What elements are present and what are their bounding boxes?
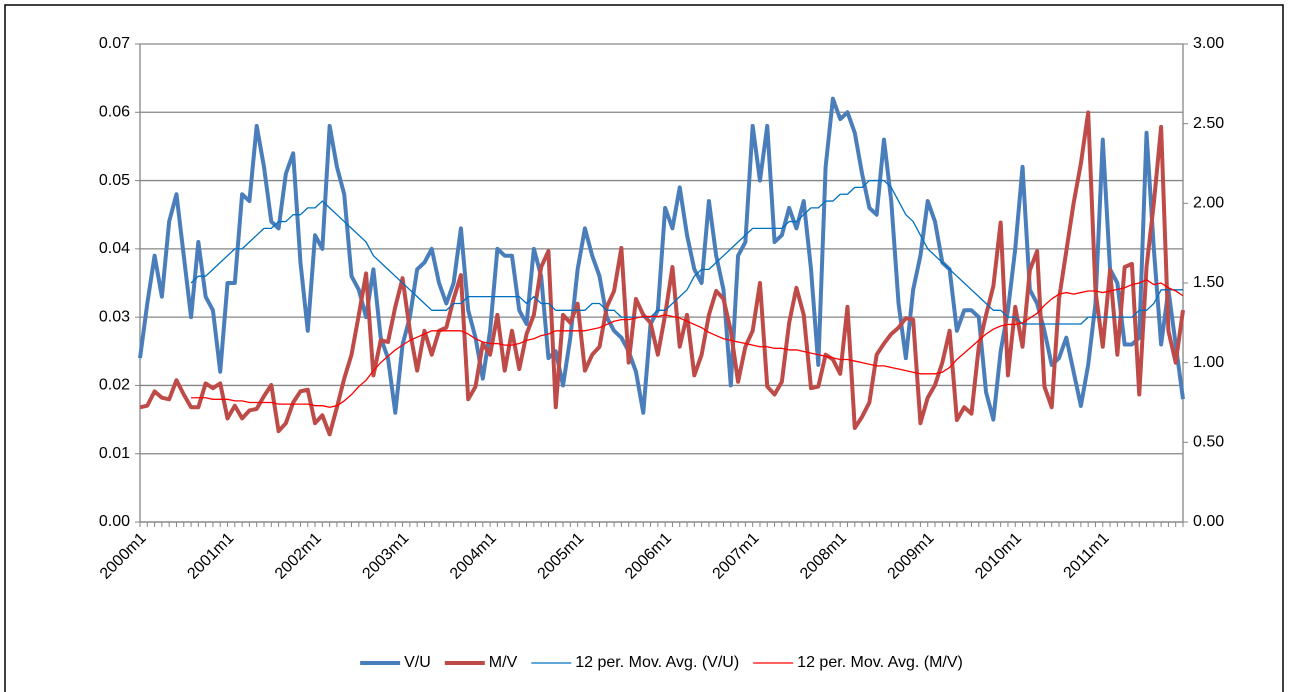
- legend: V/U M/V 12 per. Mov. Avg. (V/U) 12 per. Mov…: [360, 654, 963, 671]
- y-tick-label: 0.00: [99, 513, 130, 530]
- y2-tick-label: 1.00: [1193, 354, 1224, 371]
- y-tick-label: 0.03: [99, 308, 130, 325]
- y2-tick-label: 2.50: [1193, 115, 1224, 132]
- y-tick-label: 0.07: [99, 35, 130, 52]
- y2-tick-label: 0.00: [1193, 513, 1224, 530]
- legend-label: 12 per. Mov. Avg. (V/U): [575, 654, 739, 671]
- series-line: [139, 110, 1185, 437]
- y2-tick-label: 3.00: [1193, 35, 1224, 52]
- legend-label: M/V: [489, 654, 518, 671]
- y2-tick-label: 1.50: [1193, 274, 1224, 291]
- series-line: [190, 179, 1183, 325]
- y-tick-label: 0.02: [99, 377, 130, 394]
- y-tick-label: 0.06: [99, 104, 130, 121]
- legend-label: 12 per. Mov. Avg. (M/V): [797, 654, 963, 671]
- y-tick-label: 0.01: [99, 445, 130, 462]
- legend-label: V/U: [404, 654, 431, 671]
- series-line: [191, 279, 1184, 408]
- series-line: [138, 96, 1185, 422]
- y-tick-label: 0.04: [99, 240, 130, 257]
- y-tick-label: 0.05: [99, 172, 130, 189]
- y2-tick-label: 2.00: [1193, 195, 1224, 212]
- y2-tick-label: 0.50: [1193, 434, 1224, 451]
